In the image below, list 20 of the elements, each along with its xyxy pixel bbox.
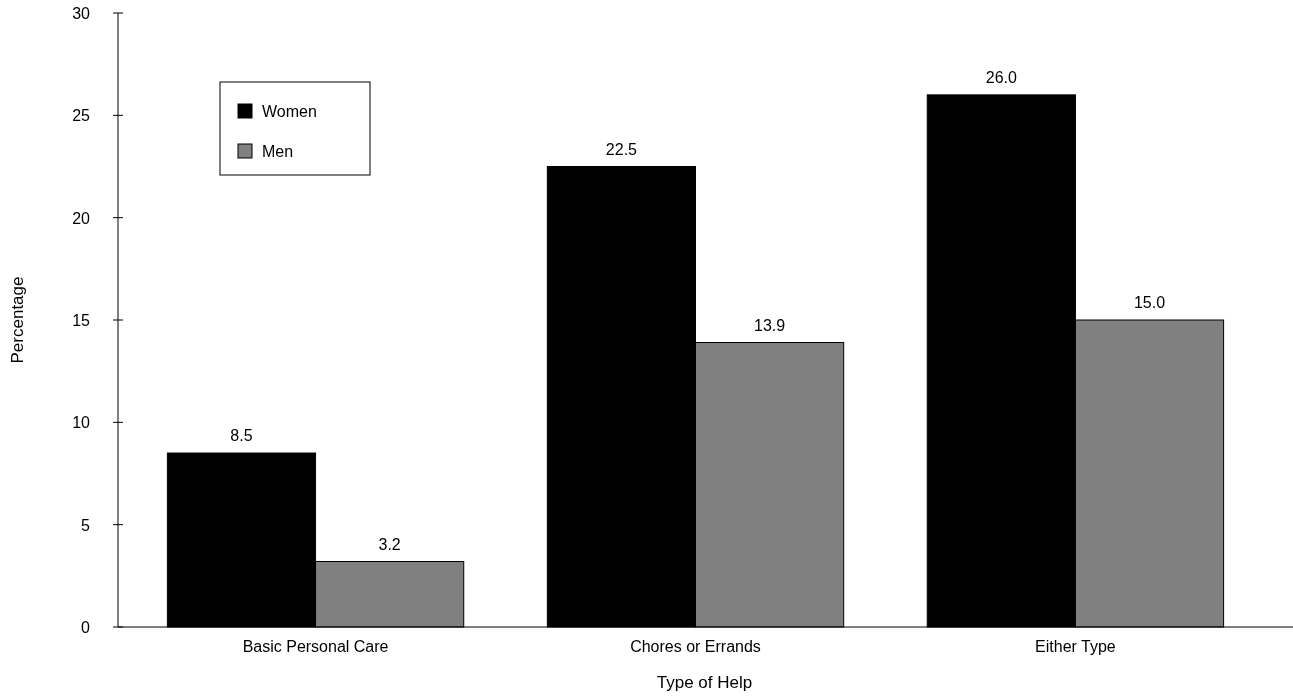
x-tick-label: Chores or Errands xyxy=(630,638,761,655)
y-tick-label: 5 xyxy=(81,516,91,534)
x-axis-title: Type of Help xyxy=(656,673,753,692)
data-label: 3.2 xyxy=(378,535,401,553)
legend-label: Men xyxy=(262,143,294,160)
data-label: 15.0 xyxy=(1133,294,1166,311)
y-axis-title: Percentage xyxy=(8,276,27,364)
x-tick-label: Either Type xyxy=(1035,638,1116,655)
x-tick-label: Basic Personal Care xyxy=(242,638,389,655)
y-tick-label: 0 xyxy=(81,619,91,636)
y-tick-label: 20 xyxy=(72,209,91,227)
y-tick-label: 10 xyxy=(72,414,91,432)
y-tick-label: 15 xyxy=(72,312,91,329)
data-label: 22.5 xyxy=(605,140,638,158)
data-label: 13.9 xyxy=(754,316,786,334)
data-label: 8.5 xyxy=(230,427,253,445)
y-tick-label: 25 xyxy=(72,107,91,125)
legend-label: Women xyxy=(262,103,317,120)
data-label: 26.0 xyxy=(985,68,1018,86)
y-tick-label: 30 xyxy=(72,5,91,22)
